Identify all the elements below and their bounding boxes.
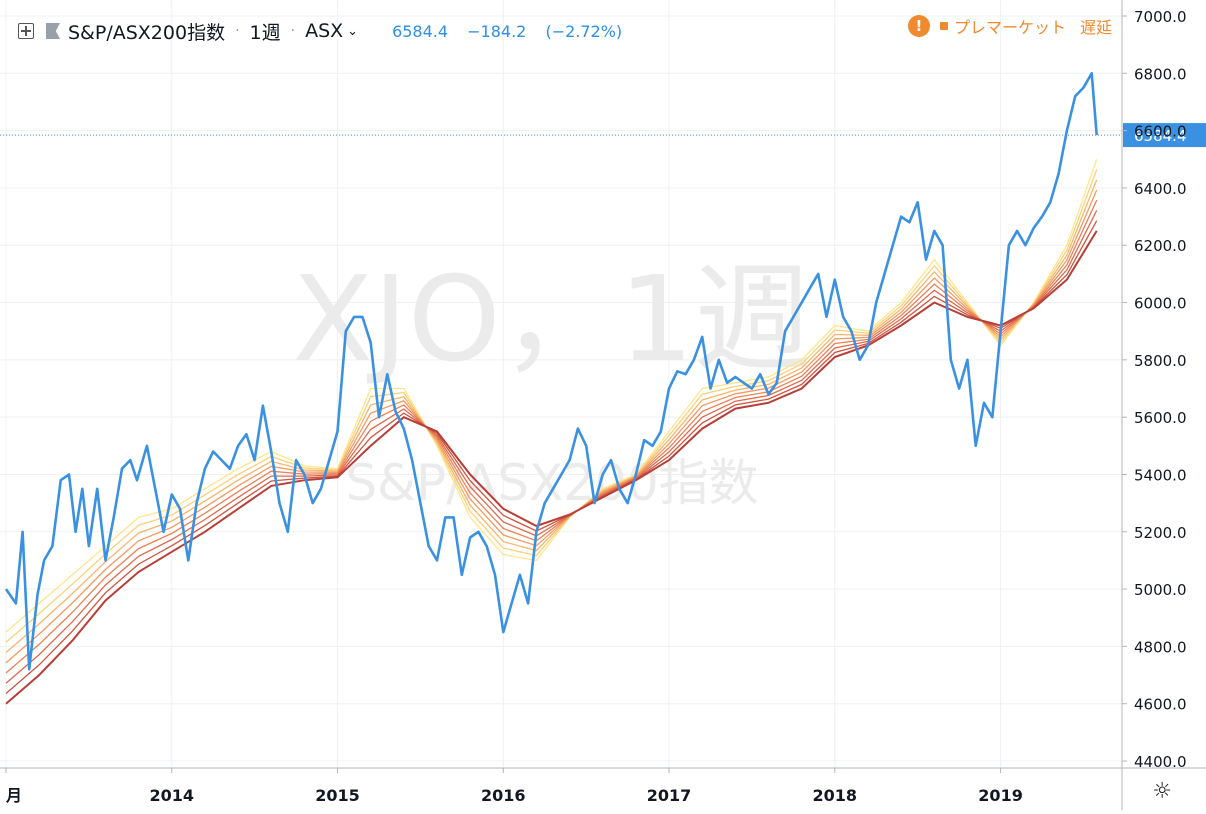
last-price-label: 6584.4 bbox=[1134, 127, 1187, 145]
y-tick-label: 5200.0 bbox=[1134, 524, 1187, 542]
separator-dot: · bbox=[290, 23, 296, 39]
interval-label[interactable]: 1週 bbox=[249, 21, 281, 44]
y-tick-label: 6200.0 bbox=[1134, 237, 1187, 255]
premarket-indicator[interactable]: ! プレマーケット 遅延 bbox=[907, 14, 1112, 38]
ribbon-line-3 bbox=[5, 179, 1098, 653]
x-tick-label: 2017 bbox=[647, 786, 692, 805]
ribbon-line-8 bbox=[5, 230, 1098, 705]
x-tick-label: 2014 bbox=[149, 786, 194, 805]
price-change: −184.2 bbox=[467, 21, 527, 41]
expand-icon[interactable] bbox=[18, 23, 34, 39]
y-tick-label: 6600.0 bbox=[1134, 123, 1187, 141]
y-tick-label: 4800.0 bbox=[1134, 638, 1187, 656]
ribbon-line-2 bbox=[5, 169, 1098, 643]
ribbon-line-5 bbox=[5, 199, 1098, 674]
ribbon-line-6 bbox=[5, 210, 1098, 684]
y-tick-label: 5000.0 bbox=[1134, 581, 1187, 599]
gear-icon[interactable]: ☼ bbox=[1152, 779, 1172, 804]
x-tick-label: 2015 bbox=[315, 786, 360, 805]
y-tick-label: 5400.0 bbox=[1134, 466, 1187, 484]
watermark-title: XJO，1週 bbox=[292, 250, 812, 388]
ribbon-line-7 bbox=[5, 220, 1098, 694]
ribbon-line-1 bbox=[5, 159, 1098, 633]
price-values: 6584.4 −184.2 (−2.72%) bbox=[392, 22, 636, 41]
y-tick-label: 6000.0 bbox=[1134, 295, 1187, 313]
last-price-label-bg bbox=[1123, 123, 1206, 148]
last-price: 6584.4 bbox=[392, 21, 449, 41]
price-line bbox=[4, 72, 1098, 671]
premarket-dot-icon bbox=[939, 22, 948, 30]
x-tick-label: 2016 bbox=[481, 786, 526, 805]
ribbon-line-4 bbox=[5, 189, 1098, 664]
y-tick-label: 4600.0 bbox=[1134, 696, 1187, 714]
y-tick-label: 7000.0 bbox=[1134, 8, 1187, 26]
x-tick-label: 2018 bbox=[813, 786, 858, 805]
delayed-label: 遅延 bbox=[1079, 18, 1112, 37]
y-tick-label: 6800.0 bbox=[1134, 65, 1187, 83]
chevron-down-icon[interactable]: ⌄ bbox=[347, 23, 359, 39]
y-tick-label: 4400.0 bbox=[1134, 753, 1187, 771]
symbol-label[interactable]: S&P/ASX200指数 bbox=[68, 21, 226, 44]
x-tick-label: 2019 bbox=[978, 786, 1023, 805]
price-change-pct: (−2.72%) bbox=[545, 21, 623, 41]
warning-icon[interactable]: ! bbox=[907, 15, 930, 37]
y-tick-label: 5600.0 bbox=[1134, 409, 1187, 427]
y-tick-label: 5800.0 bbox=[1134, 352, 1187, 370]
exchange-label[interactable]: ASX bbox=[305, 20, 344, 42]
chart-header: S&P/ASX200指数 · 1週 · ASX ⌄ 6584.4 −184.2 … bbox=[18, 14, 636, 48]
separator-dot: · bbox=[235, 23, 240, 39]
watermark-subtitle: S&P/ASX200指数 bbox=[345, 454, 758, 512]
premarket-label: プレマーケット bbox=[953, 18, 1066, 37]
flag-icon[interactable] bbox=[46, 23, 60, 39]
x-tick-label: 月 bbox=[5, 786, 22, 805]
y-tick-label: 6400.0 bbox=[1134, 180, 1187, 198]
